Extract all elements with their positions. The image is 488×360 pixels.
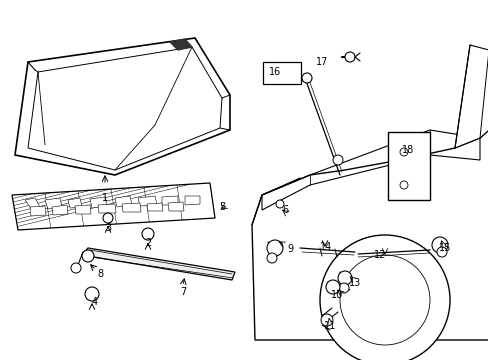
Polygon shape: [12, 183, 215, 230]
Polygon shape: [30, 206, 46, 216]
Circle shape: [338, 283, 348, 293]
Text: 3: 3: [105, 223, 111, 233]
Polygon shape: [82, 248, 235, 280]
Polygon shape: [147, 203, 163, 211]
Text: 12: 12: [373, 250, 386, 260]
Polygon shape: [454, 45, 488, 148]
Circle shape: [320, 314, 332, 326]
Polygon shape: [45, 198, 62, 209]
Circle shape: [266, 253, 276, 263]
Circle shape: [325, 280, 339, 294]
Text: 13: 13: [348, 278, 360, 288]
Polygon shape: [25, 198, 40, 210]
Text: 7: 7: [180, 287, 186, 297]
Text: 8: 8: [97, 269, 103, 279]
Circle shape: [85, 287, 99, 301]
Polygon shape: [168, 202, 183, 211]
Text: 9: 9: [286, 244, 292, 254]
Polygon shape: [68, 198, 82, 208]
Polygon shape: [397, 140, 415, 170]
Text: 4: 4: [92, 297, 98, 307]
Polygon shape: [184, 196, 200, 205]
Circle shape: [399, 181, 407, 189]
Text: 1: 1: [102, 193, 108, 203]
Text: 2: 2: [144, 238, 151, 248]
Polygon shape: [15, 38, 229, 175]
Circle shape: [82, 250, 94, 262]
Circle shape: [339, 255, 429, 345]
Polygon shape: [170, 39, 192, 50]
Text: 18: 18: [401, 145, 413, 155]
Circle shape: [275, 200, 284, 208]
Text: 17: 17: [315, 57, 327, 67]
Circle shape: [436, 247, 446, 257]
Polygon shape: [122, 203, 141, 212]
Circle shape: [302, 73, 311, 83]
Bar: [263, 62, 301, 84]
Circle shape: [337, 271, 351, 285]
Text: 10: 10: [330, 290, 343, 300]
Circle shape: [71, 263, 81, 273]
Polygon shape: [75, 205, 91, 214]
Text: 6: 6: [282, 205, 287, 215]
Polygon shape: [115, 196, 132, 207]
Text: 5: 5: [219, 202, 224, 212]
Bar: [387, 132, 429, 200]
Text: 14: 14: [319, 242, 331, 252]
Polygon shape: [52, 205, 68, 215]
Circle shape: [431, 237, 447, 253]
Circle shape: [142, 228, 154, 240]
Circle shape: [399, 148, 407, 156]
Polygon shape: [251, 130, 488, 340]
Polygon shape: [90, 197, 107, 208]
Text: 16: 16: [268, 67, 281, 77]
Polygon shape: [162, 196, 178, 205]
Polygon shape: [138, 196, 157, 206]
Circle shape: [103, 213, 113, 223]
Text: 11: 11: [323, 321, 335, 331]
Text: 15: 15: [438, 243, 450, 253]
Circle shape: [319, 235, 449, 360]
Circle shape: [345, 52, 354, 62]
Circle shape: [332, 155, 342, 165]
Circle shape: [266, 240, 283, 256]
Polygon shape: [98, 204, 116, 213]
